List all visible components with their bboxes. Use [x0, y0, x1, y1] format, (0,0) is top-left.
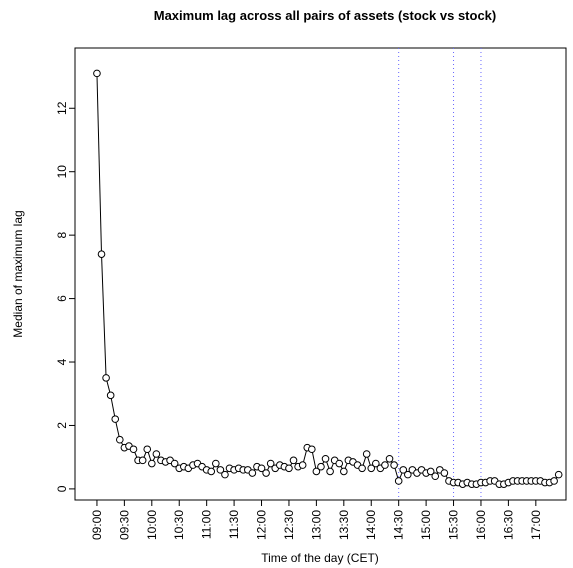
data-point: [257, 464, 266, 473]
data-point: [102, 374, 110, 382]
x-tick-label: 11:30: [227, 510, 241, 539]
data-point: [97, 250, 106, 258]
x-tick-label: 17:00: [529, 510, 543, 540]
y-tick-label: 2: [55, 422, 69, 429]
data-point: [394, 477, 403, 485]
y-tick-label: 0: [55, 485, 69, 492]
x-tick-label: 10:30: [172, 510, 186, 540]
data-point: [106, 391, 115, 400]
x-tick-label: 09:00: [90, 510, 104, 540]
data-point: [312, 467, 321, 476]
x-tick-label: 12:00: [255, 510, 269, 540]
data-point: [266, 459, 275, 468]
data-point: [143, 445, 152, 454]
data-point: [138, 456, 147, 465]
data-point: [367, 464, 376, 473]
chart-title: Maximum lag across all pairs of assets (…: [154, 8, 496, 23]
x-tick-label: 15:00: [419, 510, 433, 540]
data-point: [285, 464, 293, 473]
data-point: [390, 461, 398, 469]
y-axis-label: Median of maximum lag: [11, 210, 25, 337]
y-tick-label: 6: [55, 295, 69, 302]
y-tick-label: 8: [55, 231, 69, 238]
data-point: [358, 464, 366, 473]
data-point: [93, 69, 101, 78]
x-axis-label: Time of the day (CET): [261, 551, 379, 565]
data-point: [212, 459, 220, 468]
data-point: [148, 459, 156, 468]
data-point: [326, 467, 334, 476]
data-point: [372, 459, 380, 468]
data-point: [248, 469, 257, 477]
data-point: [399, 466, 408, 474]
y-tick-label: 10: [55, 165, 69, 179]
x-tick-label: 16:30: [501, 510, 515, 540]
data-point: [317, 462, 325, 471]
x-tick-label: 16:00: [474, 510, 488, 540]
data-point: [431, 472, 440, 481]
x-tick-label: 11:00: [200, 510, 214, 539]
x-tick-label: 14:30: [392, 510, 406, 540]
data-point: [321, 454, 330, 463]
data-point: [116, 435, 124, 444]
data-point: [298, 461, 307, 469]
data-point: [426, 467, 435, 476]
plot-box: [74, 47, 567, 501]
data-point: [170, 459, 179, 468]
data-point: [308, 445, 316, 454]
data-point: [335, 459, 344, 468]
data-point: [554, 470, 563, 479]
x-tick-label: 10:00: [145, 510, 159, 540]
y-tick-label: 4: [55, 358, 69, 365]
data-point: [262, 469, 270, 477]
data-point: [404, 470, 412, 479]
data-line: [96, 73, 560, 485]
data-point: [289, 456, 298, 465]
data-point: [381, 461, 389, 469]
data-point: [111, 415, 120, 423]
data-point: [340, 467, 348, 476]
data-point: [385, 454, 394, 463]
data-point: [550, 477, 558, 485]
data-point: [216, 466, 225, 474]
data-point: [221, 470, 229, 479]
data-point: [152, 450, 161, 458]
x-tick-label: 13:30: [337, 510, 351, 540]
x-tick-label: 12:30: [282, 510, 296, 540]
y-tick-label: 12: [55, 101, 69, 115]
data-point: [207, 467, 216, 476]
data-point: [129, 445, 138, 454]
data-point: [440, 469, 449, 477]
x-tick-label: 15:30: [447, 510, 461, 540]
x-tick-label: 14:00: [364, 510, 378, 540]
x-tick-label: 09:30: [117, 510, 131, 540]
x-tick-label: 13:00: [309, 510, 323, 540]
data-point: [362, 450, 371, 458]
